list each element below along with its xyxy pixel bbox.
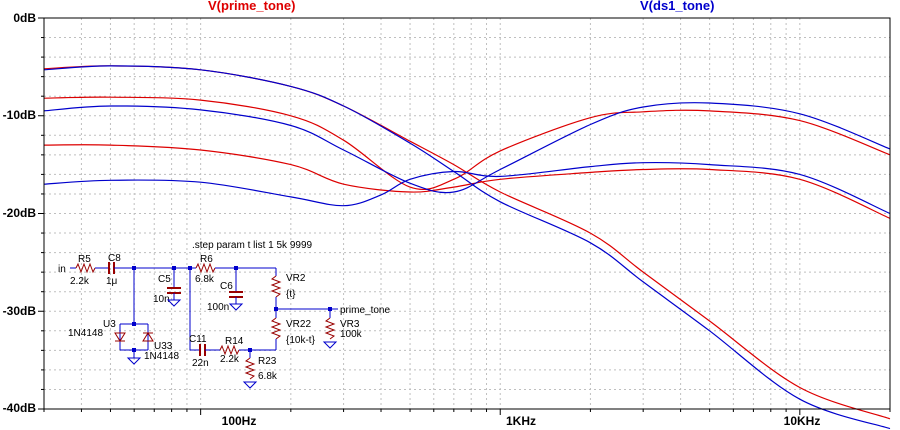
trace-line-prime-tone-0[interactable] xyxy=(44,66,890,419)
label-r14: R14 xyxy=(225,336,244,347)
value-r14: 2.2k xyxy=(220,354,240,365)
resistor-r6 xyxy=(196,264,215,272)
ground-symbol xyxy=(244,382,256,388)
label-c8: C8 xyxy=(108,253,121,264)
ground-symbol xyxy=(168,300,180,306)
step-directive: .step param t list 1 5k 9999 xyxy=(192,240,313,251)
value-c11: 22n xyxy=(192,358,209,369)
value-r5: 2.2k xyxy=(70,276,90,287)
resistor-r14 xyxy=(220,346,239,354)
resistor-r23 xyxy=(246,358,254,379)
value-vr22: {10k-t} xyxy=(286,335,316,346)
resistor-vr2 xyxy=(272,276,280,297)
schematic-overlay: .step param t list 1 5k 9999 in R5 2.2k … xyxy=(58,240,390,388)
label-c6: C6 xyxy=(220,281,233,292)
label-r6: R6 xyxy=(200,254,213,265)
label-c11: C11 xyxy=(189,334,207,345)
value-c6: 100n xyxy=(207,302,229,313)
value-r23: 6.8k xyxy=(258,371,278,382)
ground-symbol xyxy=(230,304,242,310)
label-in: in xyxy=(58,264,66,275)
trace-line-prime-tone-1[interactable] xyxy=(44,97,890,189)
value-vr2: {t} xyxy=(286,289,296,300)
value-u33: 1N4148 xyxy=(144,351,179,362)
traces xyxy=(44,66,890,429)
resistor-r5 xyxy=(76,264,95,272)
label-u3: U3 xyxy=(103,319,116,330)
value-c8: 1μ xyxy=(106,276,118,287)
resistor-vr22 xyxy=(272,318,280,339)
label-vr2: VR2 xyxy=(286,273,306,284)
label-r23: R23 xyxy=(258,356,277,367)
ground-symbol xyxy=(324,342,336,348)
resistor-vr3 xyxy=(326,318,334,339)
net-label-prime-tone: prime_tone xyxy=(340,305,390,316)
label-c5: C5 xyxy=(158,274,171,285)
value-r6: 6.8k xyxy=(195,274,215,285)
trace-line-prime-tone-2[interactable] xyxy=(44,145,890,219)
trace-line-ds1-tone-3[interactable] xyxy=(44,66,890,429)
label-r5: R5 xyxy=(78,254,91,265)
label-vr22: VR22 xyxy=(286,319,311,330)
value-vr3: 100k xyxy=(340,329,363,340)
value-u3: 1N4148 xyxy=(68,328,103,339)
